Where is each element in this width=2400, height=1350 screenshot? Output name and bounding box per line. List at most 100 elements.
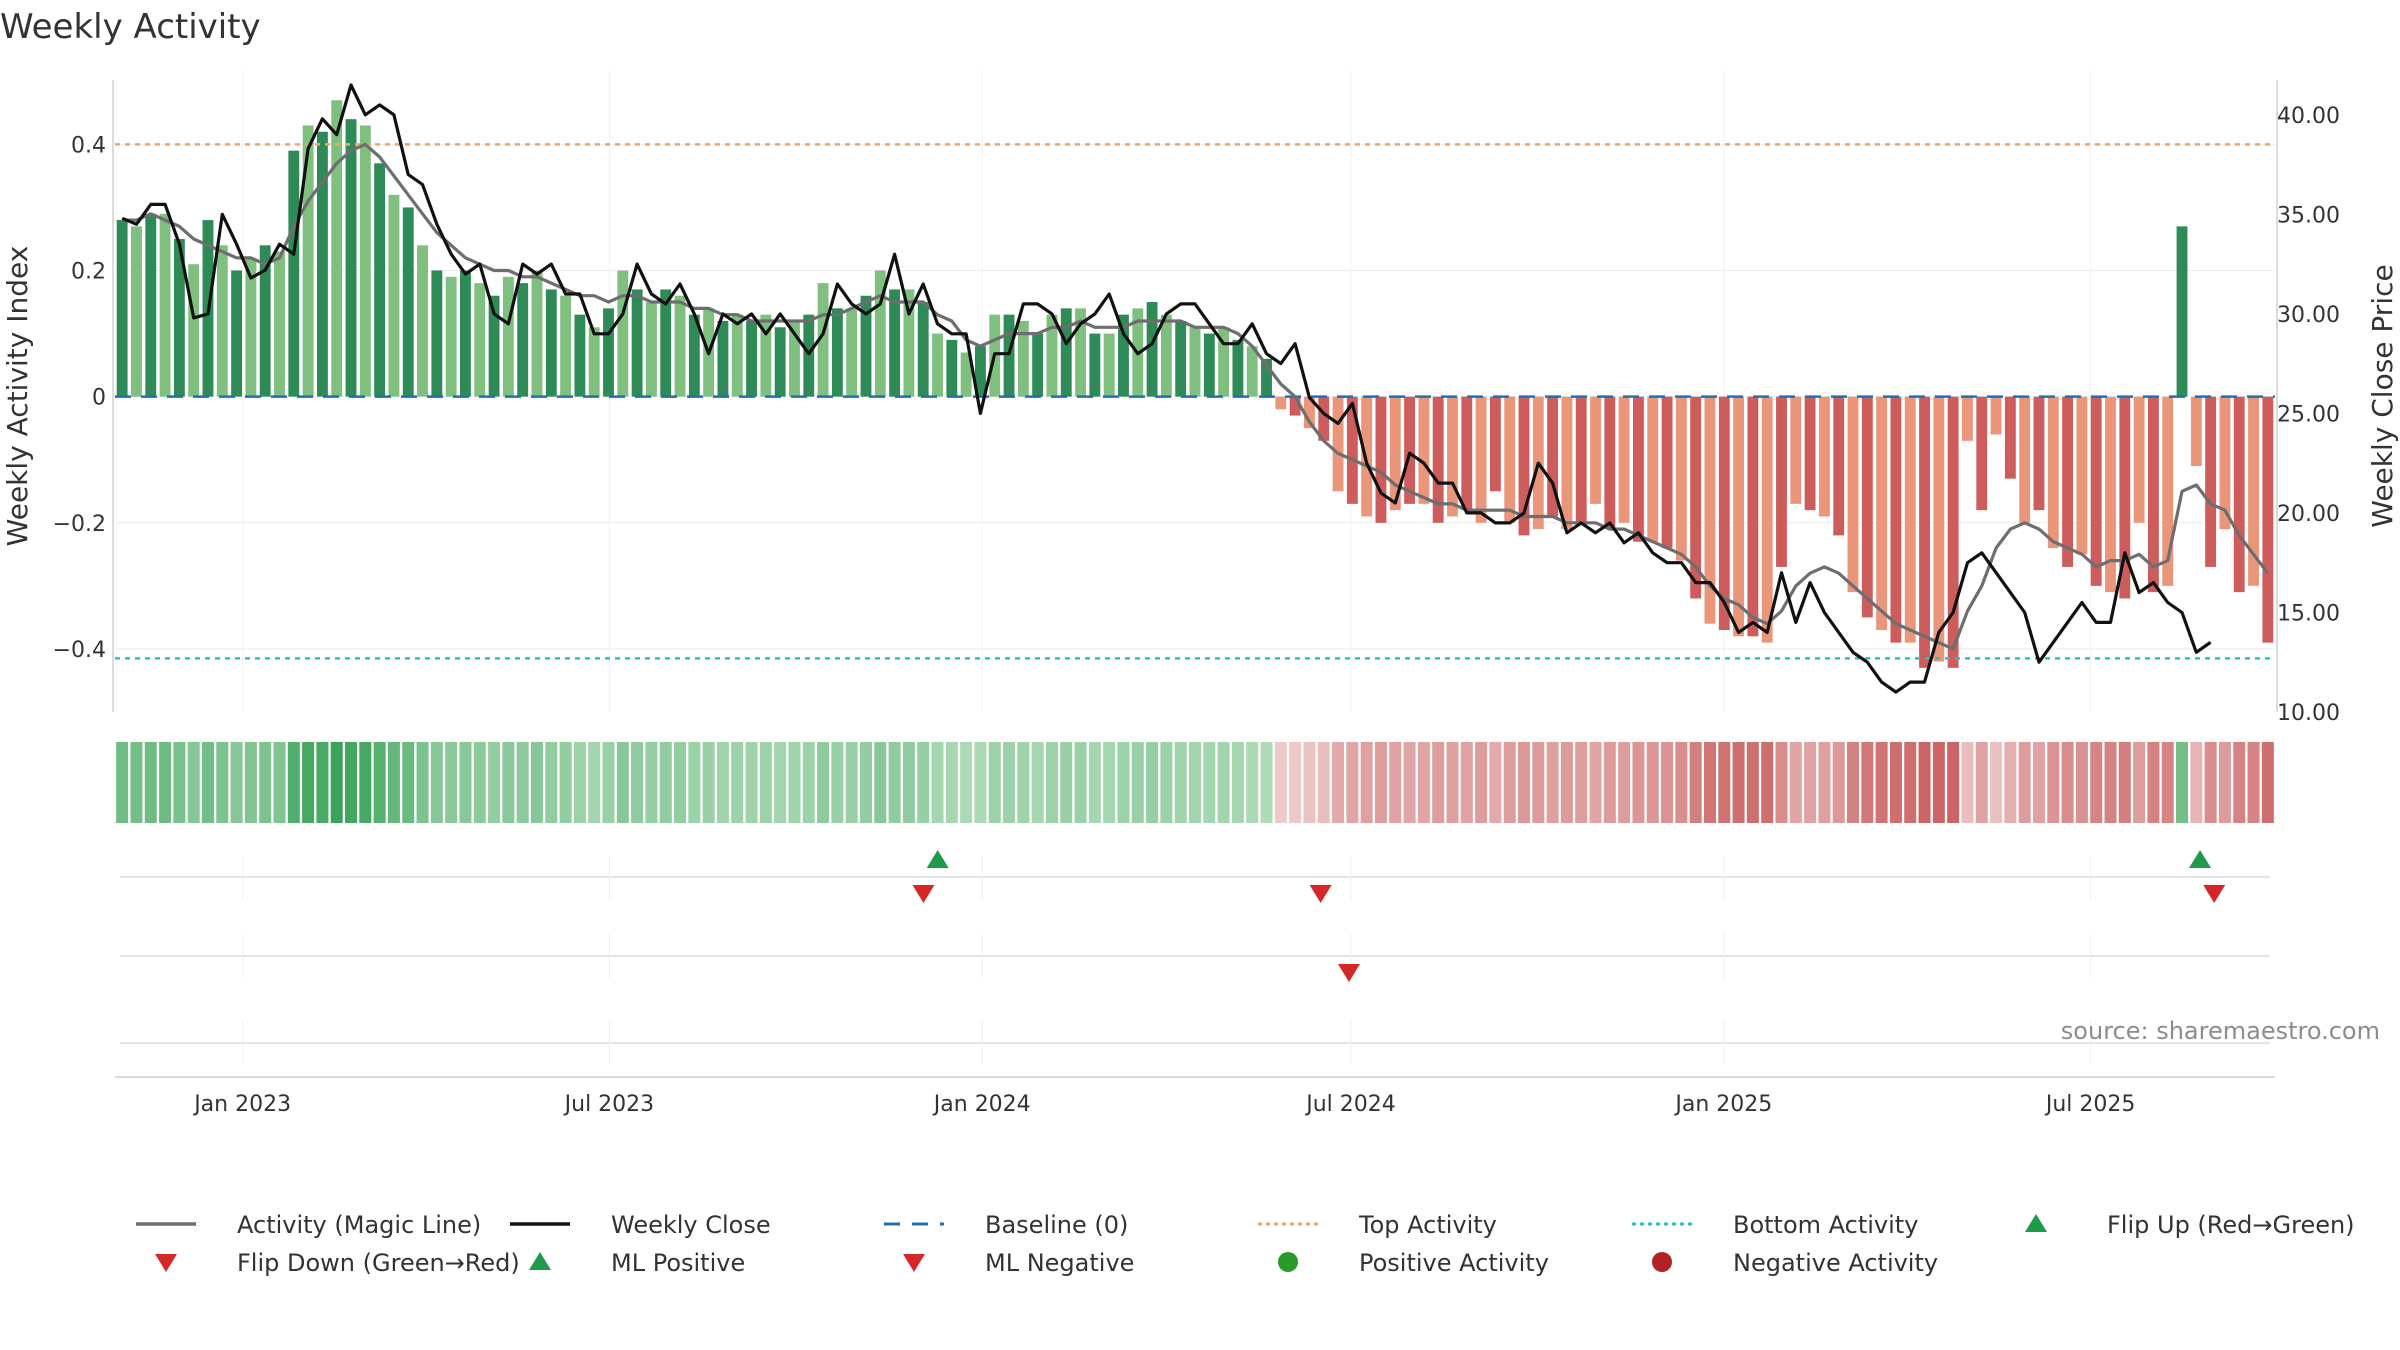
activity-bar [259,245,271,397]
heat-cell [473,742,486,823]
activity-bar [431,270,443,397]
heat-cell [244,742,257,823]
activity-bar [1976,396,1988,511]
flip-down-marker [912,885,935,903]
heat-cell [1203,742,1216,823]
heat-cell [802,742,815,823]
legend-label: ML Negative [985,1249,1134,1277]
heat-cell [1560,742,1573,823]
activity-bar [2062,396,2074,567]
heat-cell [602,742,615,823]
activity-bar [560,295,572,397]
activity-bar [1118,314,1129,397]
heat-cell [1317,742,1330,823]
heat-cell [2261,742,2274,823]
legend-item: Flip Down (Green→Red) [155,1249,520,1277]
heat-cell [130,742,143,823]
heat-cell [1160,742,1173,823]
activity-bar [2162,396,2174,586]
activity-bar [331,100,343,397]
x-tick-label: Jan 2023 [192,1092,291,1117]
heat-cell [1146,742,1159,823]
heat-cell [187,742,200,823]
activity-bar [903,289,915,397]
heat-cell [2190,742,2203,823]
activity-bar [817,283,829,397]
x-tick-label: Jul 2024 [1304,1092,1396,1117]
heat-cell [917,742,930,823]
activity-bar [2248,396,2259,586]
heat-cell [1861,742,1874,823]
activity-bar [2205,396,2217,567]
activity-bar [1661,396,1673,549]
heat-cell [1603,742,1616,823]
activity-bar [460,270,471,397]
activity-bar [831,308,843,397]
x-tick-label: Jan 2025 [1673,1092,1772,1117]
heat-cell [144,742,157,823]
activity-bar [2105,396,2116,593]
activity-bar [2190,396,2202,467]
activity-bar [1547,396,1559,517]
activity-bar [1489,396,1501,492]
heat-cell [259,742,272,823]
legend-swatch [903,1254,925,1272]
heat-cell [588,742,601,823]
activity-bar [188,264,200,397]
heat-cell [888,742,901,823]
activity-bar [2176,226,2188,397]
activity-bar [1060,308,1072,397]
heat-cell [831,742,844,823]
heat-cell [1875,742,1888,823]
legend-item: Positive Activity [1278,1249,1549,1277]
heat-cell [688,742,701,823]
heat-cell [1475,742,1488,823]
heat-cell [817,742,830,823]
heat-cell [2204,742,2217,823]
heat-cell [1346,742,1359,823]
activity-bar [803,314,815,397]
heat-cell [1761,742,1774,823]
activity-heat-strip [116,742,2274,823]
heat-cell [445,742,458,823]
activity-bar [1389,396,1401,511]
heat-cell [316,742,329,823]
activity-bar [1232,339,1244,397]
activity-bar [874,270,886,397]
activity-bar [1962,396,1973,441]
activity-bar [231,270,243,397]
heat-cell [1103,742,1116,823]
activity-bar [1647,396,1659,542]
y-left-tick-label: −0.2 [53,512,106,537]
heat-cell [1589,742,1602,823]
activity-bar [1246,346,1258,397]
activity-bar [1690,396,1702,599]
activity-bar [1275,396,1287,410]
heat-cell [201,742,214,823]
legend-swatch [155,1254,177,1272]
flip-down-marker [1309,885,1332,903]
heat-cell [1188,742,1202,823]
heat-cell [373,742,386,823]
legend-label: Positive Activity [1359,1249,1549,1277]
activity-bar [402,207,414,397]
heat-cell [516,742,529,823]
heat-cell [1532,742,1545,823]
legend-label: Activity (Magic Line) [237,1211,481,1239]
x-tick-label: Jul 2025 [2044,1092,2136,1117]
activity-bar [445,276,457,397]
heat-cell [1231,742,1244,823]
activity-bar [1218,327,1230,397]
heat-cell [459,742,472,823]
reference-lines [115,143,2275,660]
heat-cell [345,742,358,823]
activity-bar [1776,396,1787,567]
heat-cell [1031,742,1044,823]
activity-bar [1017,320,1029,397]
activity-bar [974,346,986,397]
activity-bar [302,125,314,397]
activity-bar [774,327,786,397]
legend-swatch [1652,1252,1672,1272]
activity-bar [1704,396,1716,624]
flip-up-marker [2189,850,2212,868]
